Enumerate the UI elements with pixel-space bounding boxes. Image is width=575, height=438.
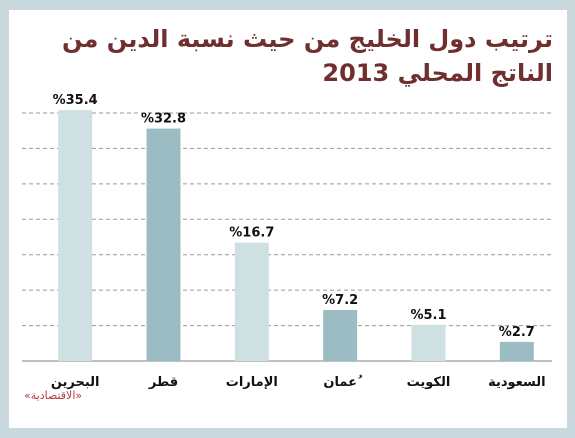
bar-value-label: %5.1	[410, 308, 446, 323]
category-label: قطر	[148, 375, 178, 390]
category-label: ُعمان	[323, 374, 363, 390]
bar	[146, 128, 181, 361]
bar	[499, 341, 534, 361]
bar-value-label: %35.4	[53, 93, 98, 108]
category-labels: البحرين قطر الإماراتُعمان الكويت السعودية	[51, 374, 546, 390]
chart-title: ترتيب دول الخليج من حيث نسبة الدين من ال…	[61, 25, 553, 87]
bar-value-label: %7.2	[322, 293, 358, 308]
category-label: الكويت	[407, 375, 451, 390]
bar-value-label: %16.7	[229, 226, 274, 241]
bar	[323, 309, 358, 361]
category-label: البحرين	[51, 375, 100, 390]
bar	[411, 324, 446, 361]
bar-value-label: %2.7	[499, 325, 535, 340]
bar	[58, 110, 93, 361]
gridlines	[22, 112, 552, 362]
value-labels: %35.4 %32.8 %16.7 %7.2 %5.1 %2.7	[53, 93, 535, 340]
category-label: الإمارات	[226, 375, 278, 390]
source-label: «الاقتصادية»	[24, 389, 83, 402]
bar	[234, 242, 269, 361]
category-label: السعودية	[488, 375, 546, 390]
bar-value-label: %32.8	[141, 112, 186, 127]
bars	[58, 110, 534, 361]
